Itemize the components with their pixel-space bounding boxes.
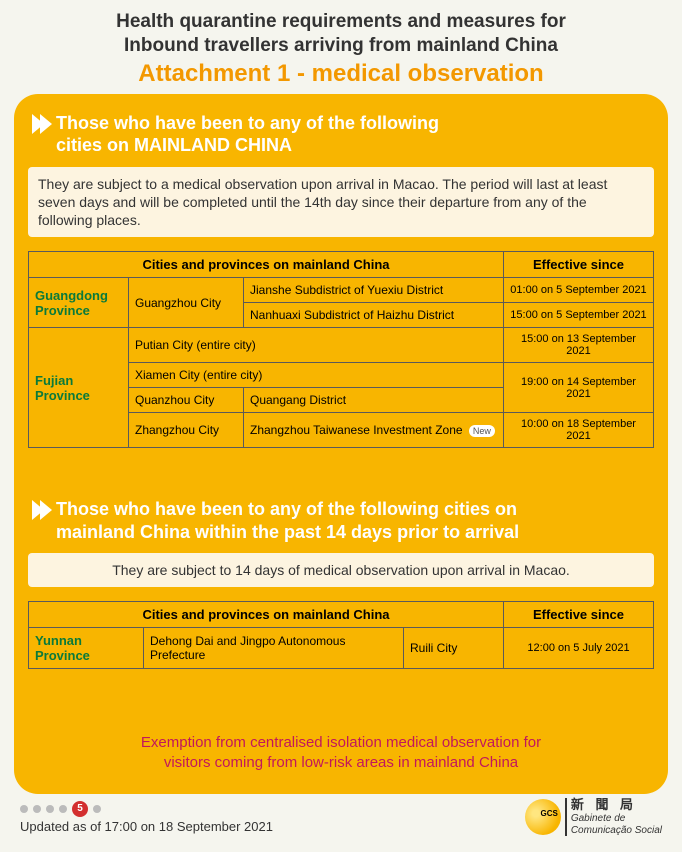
title-line1: Health quarantine requirements and measu… bbox=[116, 11, 566, 32]
th-effective: Effective since bbox=[504, 252, 654, 278]
section2-header: Those who have been to any of the follow… bbox=[32, 498, 650, 543]
eff-gz2: 15:00 on 5 September 2021 bbox=[504, 303, 654, 328]
section2: Those who have been to any of the follow… bbox=[28, 498, 654, 669]
eff-zhangzhou: 10:00 on 18 September 2021 bbox=[504, 413, 654, 448]
chevron-icon bbox=[32, 114, 48, 134]
dot bbox=[46, 805, 54, 813]
eff-xiamen-qz: 19:00 on 14 September 2021 bbox=[504, 363, 654, 413]
logo-divider bbox=[565, 798, 567, 836]
section2-notice: They are subject to 14 days of medical o… bbox=[28, 553, 654, 587]
city-guangzhou: Guangzhou City bbox=[129, 278, 244, 328]
eff-gz1: 01:00 on 5 September 2021 bbox=[504, 278, 654, 303]
eff-ruili: 12:00 on 5 July 2021 bbox=[504, 628, 654, 669]
city-xiamen: Xiamen City (entire city) bbox=[129, 363, 504, 388]
section1-header: Those who have been to any of the follow… bbox=[32, 112, 650, 157]
subdistrict-jianshe: Jianshe Subdistrict of Yuexiu District bbox=[244, 278, 504, 303]
updated-text: Updated as of 17:00 on 18 September 2021 bbox=[20, 819, 273, 834]
city-quanzhou: Quanzhou City bbox=[129, 388, 244, 413]
title-line2: Inbound travellers arriving from mainlan… bbox=[124, 35, 558, 56]
main-content: Those who have been to any of the follow… bbox=[14, 94, 668, 795]
dot bbox=[33, 805, 41, 813]
th-effective2: Effective since bbox=[504, 602, 654, 628]
dot bbox=[59, 805, 67, 813]
zone-zhangzhou: Zhangzhou Taiwanese Investment Zone New bbox=[244, 413, 504, 448]
footer-logo: 新 聞 局 Gabinete de Comunicação Social bbox=[525, 798, 662, 836]
footer: 5 Updated as of 17:00 on 18 September 20… bbox=[14, 798, 668, 836]
province-guangdong: Guangdong Province bbox=[29, 278, 129, 328]
section2-table: Cities and provinces on mainland China E… bbox=[28, 601, 654, 669]
page-dots: 5 bbox=[20, 801, 273, 817]
dot-active: 5 bbox=[72, 801, 88, 817]
province-fujian: Fujian Province bbox=[29, 328, 129, 448]
th-cities2: Cities and provinces on mainland China bbox=[29, 602, 504, 628]
header-subtitle: Attachment 1 - medical observation bbox=[14, 60, 668, 88]
dot bbox=[20, 805, 28, 813]
chevron-icon bbox=[32, 500, 48, 520]
eff-putian: 15:00 on 13 September 2021 bbox=[504, 328, 654, 363]
city-ruili: Ruili City bbox=[404, 628, 504, 669]
section1-notice: They are subject to a medical observatio… bbox=[28, 167, 654, 238]
prefecture-dehong: Dehong Dai and Jingpo Autonomous Prefect… bbox=[144, 628, 404, 669]
gcs-logo-icon bbox=[525, 799, 561, 835]
subdistrict-nanhuaxi: Nanhuaxi Subdistrict of Haizhu District bbox=[244, 303, 504, 328]
th-cities: Cities and provinces on mainland China bbox=[29, 252, 504, 278]
section2-title: Those who have been to any of the follow… bbox=[56, 498, 519, 543]
city-putian: Putian City (entire city) bbox=[129, 328, 504, 363]
district-quangang: Quangang District bbox=[244, 388, 504, 413]
exemption-text: Exemption from centralised isolation med… bbox=[28, 733, 654, 772]
header: Health quarantine requirements and measu… bbox=[14, 10, 668, 88]
logo-text: 新 聞 局 Gabinete de Comunicação Social bbox=[571, 798, 662, 836]
city-zhangzhou: Zhangzhou City bbox=[129, 413, 244, 448]
new-badge: New bbox=[469, 425, 495, 437]
dot bbox=[93, 805, 101, 813]
section1-title: Those who have been to any of the follow… bbox=[56, 112, 439, 157]
header-title: Health quarantine requirements and measu… bbox=[14, 10, 668, 58]
province-yunnan: Yunnan Province bbox=[29, 628, 144, 669]
footer-left: 5 Updated as of 17:00 on 18 September 20… bbox=[20, 801, 273, 834]
section1-table: Cities and provinces on mainland China E… bbox=[28, 251, 654, 448]
